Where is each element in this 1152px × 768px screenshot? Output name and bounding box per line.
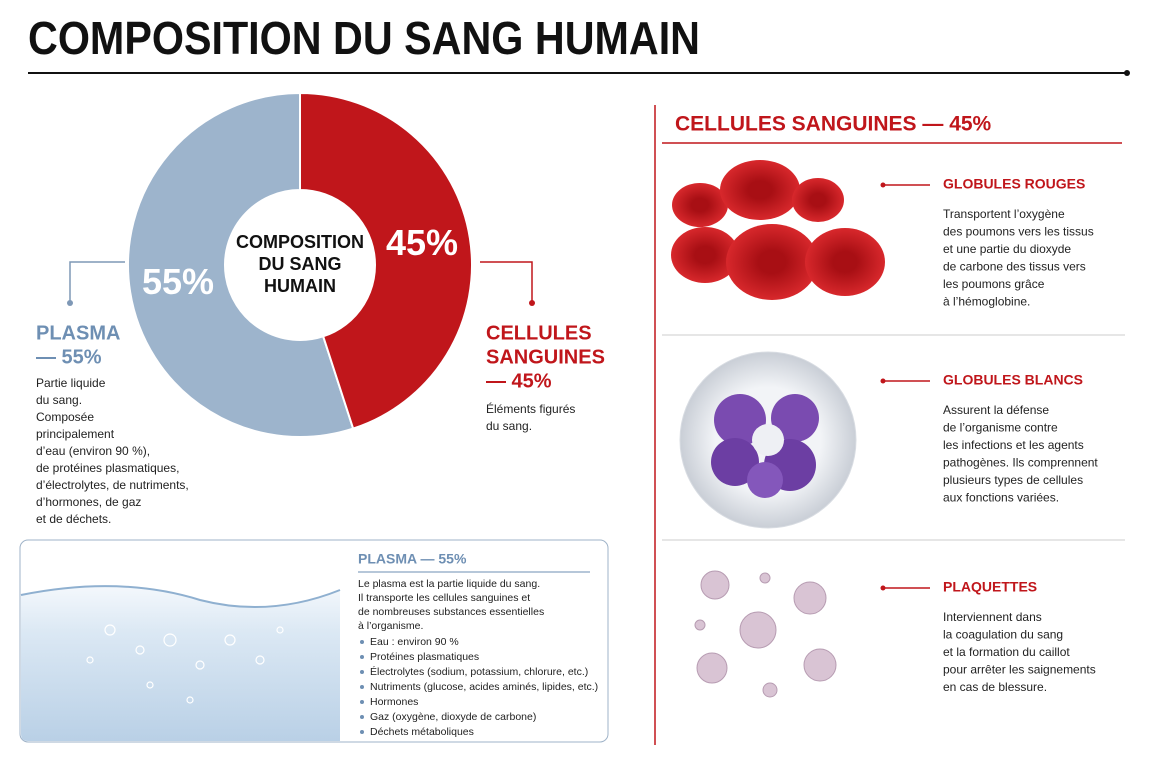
callout-title: CELLULES — [486, 322, 592, 344]
bubbles — [86, 624, 284, 704]
box-text: Le plasma est la partie liquide du sang. — [358, 578, 540, 590]
item-text: Interviennent dans — [943, 610, 1042, 624]
page-title: COMPOSITION DU SANG HUMAIN — [28, 12, 700, 64]
box-bullet: Protéines plasmatiques — [370, 651, 479, 663]
callout-line — [480, 261, 533, 302]
item-text: les infections et les agents — [943, 438, 1084, 452]
rule-dot — [1124, 70, 1130, 76]
item-text: à l’hémoglobine. — [943, 295, 1030, 309]
bullet — [360, 730, 364, 734]
item-text: de l’organisme contre — [943, 421, 1058, 435]
item-text: plusieurs types de cellules — [943, 473, 1083, 487]
item-title: GLOBULES BLANCS — [943, 372, 1083, 388]
callout-text: d’eau (environ 90 %), — [36, 444, 150, 458]
water-surface — [20, 585, 341, 609]
item-text: et une partie du dioxyde — [943, 242, 1071, 256]
callout-text: et de déchets. — [36, 512, 111, 526]
value-label: 45% — [386, 222, 458, 263]
item-dot — [880, 585, 886, 591]
callout-text: principalement — [36, 427, 115, 441]
item-text: et la formation du caillot — [943, 645, 1070, 659]
bullet — [360, 640, 364, 644]
bullet — [360, 655, 364, 659]
bullet — [360, 715, 364, 719]
panel-title: CELLULES SANGUINES — 45% — [675, 113, 992, 136]
callout-text: Éléments figurés — [486, 401, 575, 416]
donut-center — [225, 190, 375, 340]
box-bullet: Nutriments (glucose, acides aminés, lipi… — [370, 681, 598, 693]
box-text: de nombreuses substances essentielles — [358, 606, 544, 618]
bullet — [360, 670, 364, 674]
callout-text: du sang. — [36, 393, 82, 407]
center-label: DU SANG — [258, 254, 341, 274]
item-text: aux fonctions variées. — [943, 491, 1059, 505]
item-text: les poumons grâce — [943, 277, 1045, 291]
white-cell-illustration — [679, 351, 857, 529]
item-title: PLAQUETTES — [943, 579, 1037, 595]
callout-text: de protéines plasmatiques, — [36, 461, 179, 475]
callout-title: — 55% — [36, 346, 102, 368]
item-text: de carbone des tissus vers — [943, 260, 1086, 274]
center-label: COMPOSITION — [236, 232, 364, 252]
box-bullet: Gaz (oxygène, dioxyde de carbone) — [370, 711, 536, 723]
item-title: GLOBULES ROUGES — [943, 176, 1085, 192]
callout-title: PLASMA — [36, 322, 120, 344]
box-bullet: Eau : environ 90 % — [370, 636, 459, 648]
callout-dot — [67, 300, 73, 306]
red-cells-illustration — [671, 160, 885, 300]
box-bullet: Hormones — [370, 696, 418, 708]
callout-text: d’électrolytes, de nutriments, — [36, 478, 189, 492]
item-dot — [880, 378, 886, 384]
item-text: la coagulation du sang — [943, 628, 1063, 642]
box-text: Il transporte les cellules sanguines et — [358, 592, 530, 604]
platelets-illustration — [694, 570, 837, 698]
bullet — [360, 700, 364, 704]
item-text: en cas de blessure. — [943, 680, 1047, 694]
callout-title: SANGUINES — [486, 346, 605, 368]
bullet — [360, 685, 364, 689]
box-bullet: Électrolytes (sodium, potassium, chlorur… — [370, 665, 588, 678]
callout-text: Composée — [36, 410, 94, 424]
callout-text: Partie liquide — [36, 376, 106, 390]
item-text: des poumons vers les tissus — [943, 225, 1094, 239]
value-label: 55% — [142, 261, 214, 302]
water-illustration — [21, 586, 340, 741]
callout-line — [69, 261, 125, 302]
box-title: PLASMA — 55% — [358, 551, 467, 567]
box-bullet: Déchets métaboliques — [370, 726, 474, 738]
callout-title: — 45% — [486, 370, 552, 392]
item-text: Transportent l’oxygène — [943, 207, 1065, 221]
item-text: pathogènes. Ils comprennent — [943, 456, 1098, 470]
box-text: à l’organisme. — [358, 620, 423, 632]
callout-dot — [529, 300, 535, 306]
center-label: HUMAIN — [264, 276, 336, 296]
callout-text: d’hormones, de gaz — [36, 495, 141, 509]
item-dot — [880, 182, 886, 188]
item-text: Assurent la défense — [943, 403, 1049, 417]
callout-text: du sang. — [486, 419, 532, 433]
item-text: pour arrêter les saignements — [943, 663, 1096, 677]
